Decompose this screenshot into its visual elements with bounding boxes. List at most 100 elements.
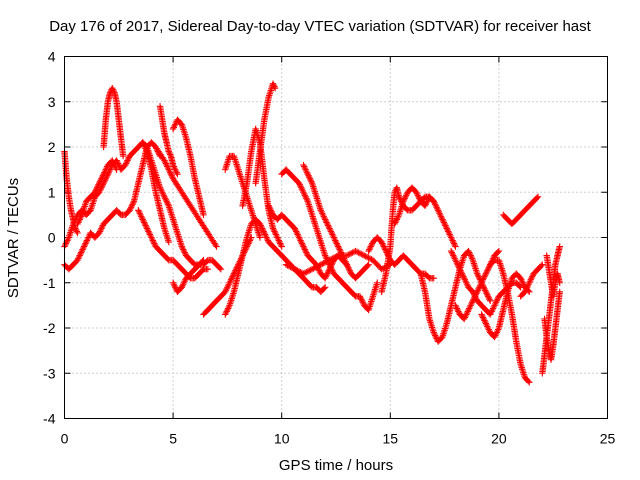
data-point bbox=[319, 260, 326, 268]
data-point bbox=[223, 285, 230, 292]
y-tick-label: -2 bbox=[43, 320, 56, 336]
data-point bbox=[180, 247, 188, 255]
data-point bbox=[379, 240, 386, 247]
data-point bbox=[128, 202, 136, 210]
data-point bbox=[270, 81, 277, 89]
data-point bbox=[97, 226, 104, 234]
data-point bbox=[527, 276, 534, 283]
data-point bbox=[494, 249, 502, 256]
data-point bbox=[109, 84, 116, 92]
data-point bbox=[288, 264, 296, 271]
y-tick-label: 1 bbox=[48, 184, 56, 200]
data-point bbox=[528, 275, 535, 282]
data-point bbox=[493, 329, 500, 336]
data-point bbox=[156, 184, 164, 191]
data-point bbox=[444, 226, 451, 234]
data-point bbox=[449, 237, 456, 244]
data-point bbox=[224, 306, 231, 314]
data-point bbox=[77, 249, 85, 256]
data-point bbox=[492, 332, 499, 339]
data-point bbox=[170, 163, 178, 170]
data-point bbox=[475, 273, 482, 280]
data-point bbox=[109, 157, 116, 164]
data-point bbox=[374, 279, 381, 286]
data-point bbox=[76, 252, 83, 259]
data-point bbox=[472, 291, 479, 299]
data-point bbox=[295, 180, 303, 187]
data-point bbox=[463, 281, 471, 288]
data-point bbox=[140, 217, 147, 225]
data-point bbox=[445, 229, 453, 237]
data-point bbox=[342, 259, 350, 267]
data-point bbox=[378, 265, 385, 273]
data-point bbox=[442, 222, 449, 229]
data-point bbox=[167, 170, 175, 178]
data-point bbox=[476, 282, 484, 289]
data-point bbox=[435, 208, 443, 216]
data-point bbox=[323, 258, 330, 265]
data-point bbox=[323, 219, 330, 226]
data-point bbox=[164, 201, 172, 208]
data-point bbox=[391, 220, 398, 228]
data-point bbox=[157, 186, 164, 193]
data-point bbox=[430, 198, 437, 205]
data-point bbox=[300, 190, 308, 197]
data-point bbox=[100, 170, 107, 178]
data-point bbox=[400, 196, 408, 203]
data-point bbox=[484, 324, 492, 332]
data-point bbox=[137, 211, 144, 219]
data-point bbox=[302, 247, 309, 255]
data-point bbox=[484, 265, 492, 273]
data-point bbox=[301, 164, 309, 172]
data-point bbox=[524, 282, 532, 289]
data-point bbox=[466, 250, 474, 258]
data-point bbox=[455, 262, 462, 270]
data-point bbox=[300, 244, 308, 252]
series-arc-10 bbox=[152, 143, 220, 250]
data-point bbox=[494, 327, 501, 335]
data-point bbox=[259, 226, 267, 234]
data-point bbox=[333, 240, 340, 247]
data-point bbox=[523, 284, 531, 291]
chart-title: Day 176 of 2017, Sidereal Day-to-day VTE… bbox=[49, 18, 591, 35]
data-point bbox=[74, 256, 81, 264]
data-point bbox=[473, 270, 481, 277]
data-point bbox=[165, 238, 172, 246]
data-point bbox=[172, 121, 179, 128]
data-point bbox=[368, 241, 375, 249]
data-point bbox=[365, 254, 372, 262]
data-point bbox=[329, 232, 337, 240]
data-point bbox=[171, 164, 178, 172]
series-arc-03 bbox=[100, 84, 127, 160]
data-point bbox=[164, 163, 171, 170]
data-point bbox=[454, 306, 461, 314]
data-point bbox=[262, 232, 269, 240]
data-point bbox=[517, 275, 524, 282]
data-point bbox=[318, 208, 325, 216]
data-point bbox=[323, 272, 330, 279]
data-point bbox=[330, 254, 338, 262]
data-point bbox=[110, 87, 117, 95]
data-point bbox=[477, 281, 484, 288]
data-point bbox=[332, 253, 339, 261]
data-point bbox=[127, 204, 135, 211]
data-point bbox=[446, 231, 453, 238]
data-point bbox=[269, 225, 277, 232]
data-point bbox=[303, 167, 310, 175]
series-arc-26 bbox=[452, 247, 503, 323]
data-point bbox=[457, 267, 464, 274]
data-point bbox=[226, 279, 233, 286]
data-point bbox=[346, 267, 353, 274]
data-point bbox=[395, 213, 402, 220]
data-point bbox=[361, 252, 368, 259]
data-point bbox=[159, 189, 166, 196]
data-point bbox=[291, 265, 298, 273]
data-point bbox=[161, 157, 168, 164]
data-point bbox=[479, 276, 487, 283]
data-point bbox=[303, 196, 311, 203]
data-point bbox=[491, 333, 498, 341]
data-point bbox=[539, 261, 546, 268]
data-point bbox=[433, 204, 440, 211]
data-point bbox=[519, 279, 526, 286]
